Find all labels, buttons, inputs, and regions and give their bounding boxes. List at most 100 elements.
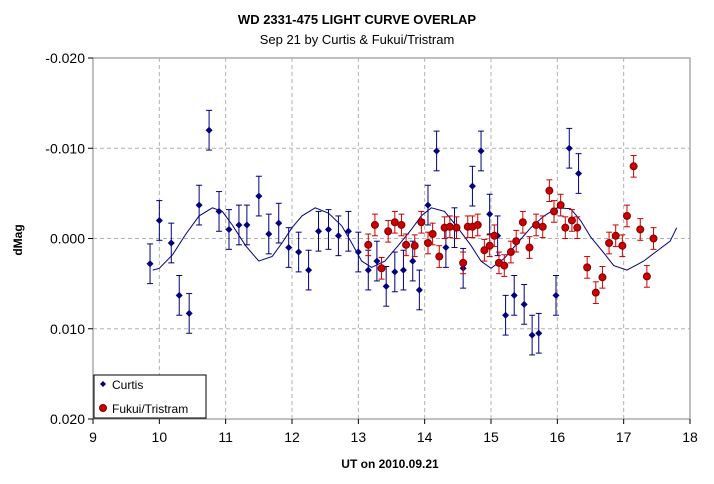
fukui-tristram-point	[370, 220, 379, 229]
curtis-point	[195, 201, 203, 209]
fukui-tristram-point	[629, 162, 638, 171]
fukui-tristram-point	[532, 220, 541, 229]
curtis-point	[285, 244, 293, 252]
curtis-point	[535, 329, 543, 337]
fukui-tristram-point	[417, 218, 426, 227]
fukui-tristram-point	[598, 273, 607, 282]
y-axis-ticks: -0.020 -0.010 0.000 0.010 0.020	[45, 50, 93, 427]
curtis-point	[243, 221, 251, 229]
fukui-tristram-point	[538, 222, 547, 231]
chart-subtitle: Sep 21 by Curtis & Fukui/Tristram	[260, 32, 455, 47]
y-axis-label: dMag	[11, 224, 25, 255]
fukui-tristram-point	[550, 207, 559, 216]
fukui-tristram-point	[583, 263, 592, 272]
curtis-point	[552, 291, 560, 299]
curtis-point	[324, 225, 332, 233]
fukui-tristram-point	[618, 241, 627, 250]
x-tick-label: 17	[616, 429, 632, 445]
x-tick-label: 16	[550, 429, 566, 445]
gridlines	[93, 58, 690, 419]
series-fukui-tristram	[364, 154, 658, 304]
fukui-tristram-point	[423, 239, 432, 248]
fukui-tristram-point	[480, 246, 489, 255]
model-curve-line	[152, 207, 678, 271]
curtis-point	[344, 227, 352, 235]
curtis-point	[334, 232, 342, 240]
curtis-point	[502, 311, 510, 319]
curtis-point	[399, 266, 407, 274]
curtis-point	[442, 244, 450, 252]
curtis-point	[215, 207, 223, 215]
x-axis-label: UT on 2010.09.21	[341, 457, 439, 471]
curtis-point	[575, 170, 583, 178]
fukui-tristram-point	[518, 218, 527, 227]
curtis-point	[275, 219, 283, 227]
chart-title: WD 2331-475 LIGHT CURVE OVERLAP	[238, 12, 476, 27]
fukui-tristram-point	[567, 216, 576, 225]
fukui-tristram-point	[561, 223, 570, 232]
x-tick-label: 13	[351, 429, 367, 445]
curtis-point	[364, 266, 372, 274]
legend-label-curtis: Curtis	[112, 378, 143, 392]
fukui-tristram-point	[390, 218, 399, 227]
curtis-point	[315, 227, 323, 235]
curtis-point	[373, 257, 381, 265]
fukui-tristram-point	[459, 258, 468, 267]
curtis-point	[167, 239, 175, 247]
curtis-point	[305, 266, 313, 274]
x-tick-label: 9	[89, 429, 97, 445]
x-tick-label: 11	[218, 429, 233, 445]
curtis-point	[255, 192, 263, 200]
legend-label-fukui-tristram: Fukui/Tristram	[112, 402, 188, 416]
fukui-tristram-point	[500, 261, 509, 270]
curtis-point	[477, 147, 485, 155]
fukui-tristram-point	[485, 241, 494, 250]
fukui-tristram-point	[636, 225, 645, 234]
y-tick-label: 0.000	[50, 231, 85, 247]
curtis-point	[415, 286, 423, 294]
curtis-point	[155, 216, 163, 224]
fukui-tristram-point	[452, 223, 461, 232]
curtis-point	[146, 260, 154, 268]
fukui-tristram-point	[512, 237, 521, 246]
curtis-point	[528, 331, 536, 339]
curtis-point	[510, 291, 518, 299]
fukui-tristram-point	[402, 240, 411, 249]
fukui-tristram-point	[384, 227, 393, 236]
curtis-point	[409, 257, 417, 265]
x-tick-label: 15	[483, 429, 499, 445]
fukui-tristram-point	[428, 229, 437, 238]
fukui-tristram-point	[435, 252, 444, 261]
fukui-tristram-point	[397, 220, 406, 229]
legend-marker-fukui-tristram	[99, 404, 107, 412]
curtis-point	[185, 309, 193, 317]
curtis-point	[175, 291, 183, 299]
x-axis-ticks: 9 10 11 12 13 14 15 16 17 18	[89, 419, 698, 445]
curtis-point	[486, 210, 494, 218]
curtis-point	[565, 144, 573, 152]
fukui-tristram-point	[642, 272, 651, 281]
curtis-point	[295, 248, 303, 256]
fukui-tristram-point	[649, 234, 658, 243]
legend: Curtis Fukui/Tristram	[93, 374, 207, 419]
y-tick-label: -0.020	[45, 50, 85, 66]
curtis-point	[433, 147, 441, 155]
curtis-point	[424, 201, 432, 209]
fukui-tristram-point	[377, 264, 386, 273]
curtis-point	[468, 182, 476, 190]
curtis-point	[265, 230, 273, 238]
fukui-tristram-point	[591, 288, 600, 297]
y-tick-label: -0.010	[45, 140, 85, 156]
fukui-tristram-point	[525, 243, 534, 252]
fukui-tristram-point	[545, 186, 554, 195]
x-tick-label: 10	[152, 429, 168, 445]
curtis-point	[520, 300, 528, 308]
fukui-tristram-point	[473, 220, 482, 229]
y-tick-label: 0.010	[50, 321, 85, 337]
x-tick-label: 12	[284, 429, 300, 445]
curtis-point	[391, 268, 399, 276]
fukui-tristram-point	[622, 211, 631, 220]
fukui-tristram-point	[490, 231, 499, 240]
fukui-tristram-point	[556, 201, 565, 210]
